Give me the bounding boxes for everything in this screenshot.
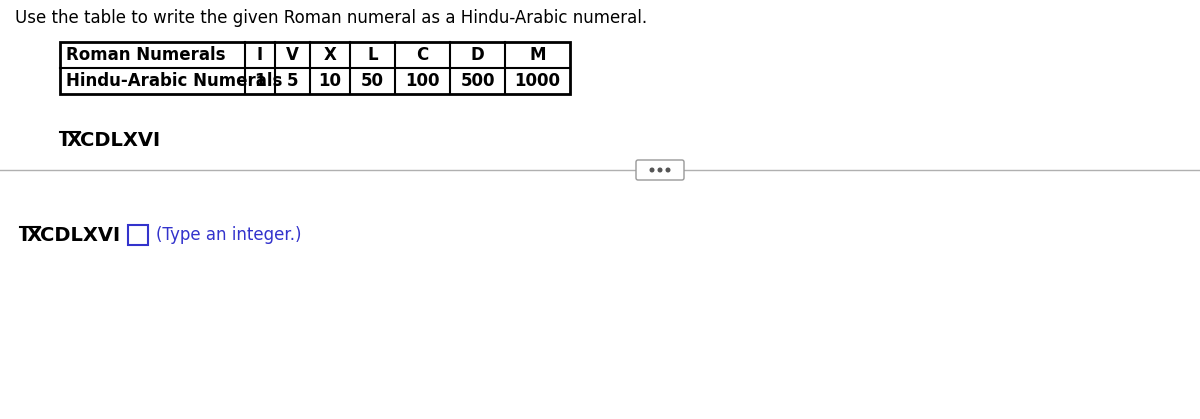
Text: 50: 50 — [361, 72, 384, 90]
Text: M: M — [529, 46, 546, 64]
Text: Roman Numerals: Roman Numerals — [66, 46, 226, 64]
Text: 500: 500 — [461, 72, 494, 90]
Bar — [60, 42, 570, 94]
Text: 1000: 1000 — [515, 72, 560, 90]
Text: 10: 10 — [318, 72, 342, 90]
Text: X: X — [324, 46, 336, 64]
Text: IX: IX — [20, 225, 42, 245]
Text: Use the table to write the given Roman numeral as a Hindu-Arabic numeral.: Use the table to write the given Roman n… — [14, 9, 647, 27]
Circle shape — [666, 168, 670, 172]
Text: IX: IX — [60, 130, 82, 150]
FancyBboxPatch shape — [636, 160, 684, 180]
Text: D: D — [470, 46, 485, 64]
Text: I: I — [257, 46, 263, 64]
Circle shape — [650, 168, 654, 172]
Text: 100: 100 — [406, 72, 439, 90]
Bar — [128, 225, 148, 245]
Text: L: L — [367, 46, 378, 64]
Text: CDLXVI: CDLXVI — [80, 130, 160, 150]
Text: CDLXVI =: CDLXVI = — [40, 225, 150, 245]
Text: C: C — [416, 46, 428, 64]
Text: V: V — [286, 46, 299, 64]
Text: 1: 1 — [254, 72, 265, 90]
Circle shape — [659, 168, 662, 172]
Text: (Type an integer.): (Type an integer.) — [156, 226, 301, 244]
Text: Hindu-Arabic Numerals: Hindu-Arabic Numerals — [66, 72, 282, 90]
Text: 5: 5 — [287, 72, 299, 90]
